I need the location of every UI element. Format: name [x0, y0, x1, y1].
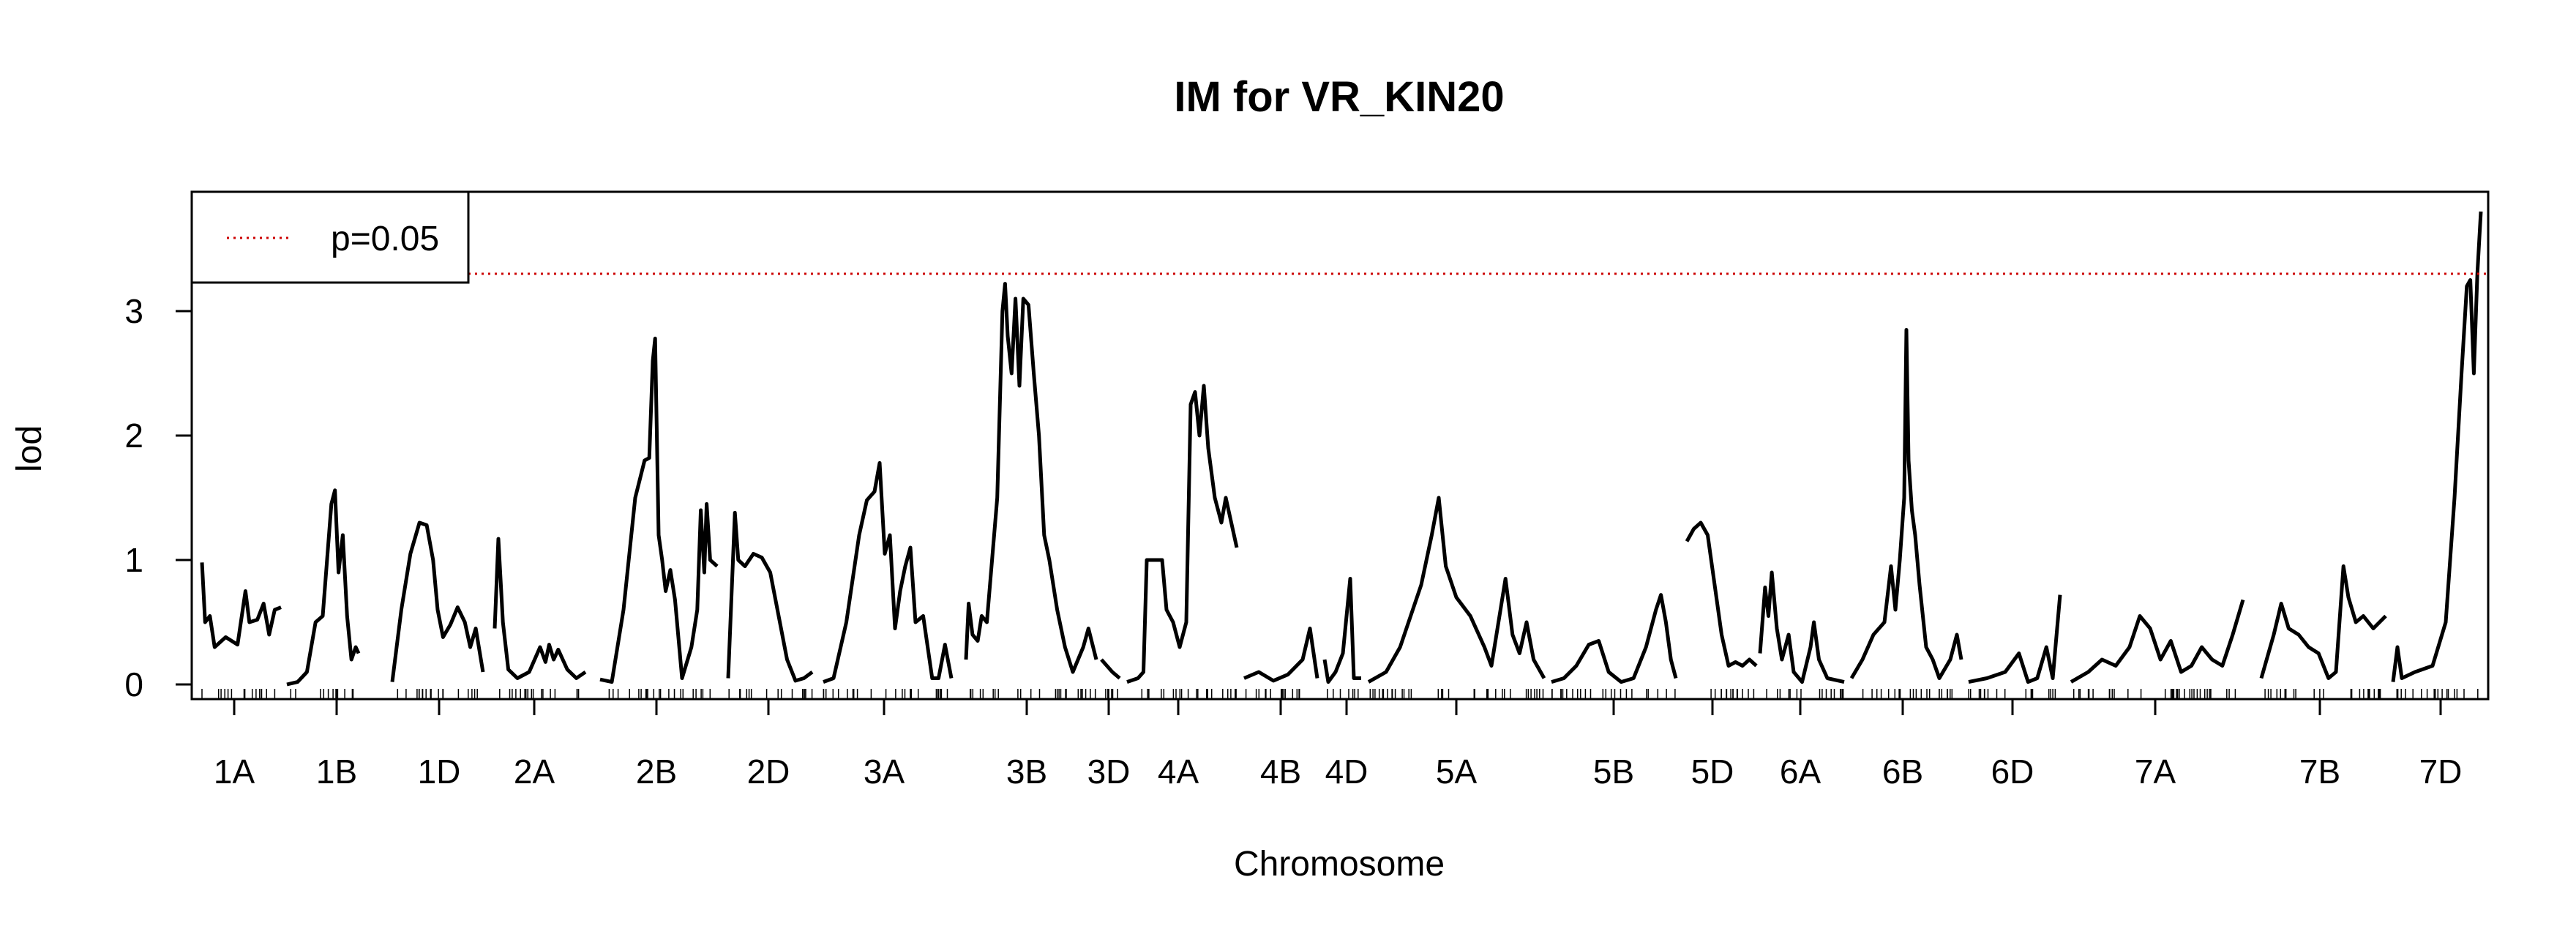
x-tick-label-2d: 2D	[747, 753, 790, 791]
lod-line-3b	[964, 282, 1098, 674]
lod-line-3d	[1100, 658, 1121, 680]
lod-line-7a	[2070, 599, 2245, 684]
x-tick-label-2a: 2A	[514, 753, 555, 791]
x-axis: 1A 1B 1D 2A 2B 2D 3A 3B 3D 4A 4B 4D 5A 5B 5D 6A 6B 6D 7A 7B…	[214, 699, 2463, 791]
y-tick-label: 3	[124, 292, 143, 330]
x-tick-label-4b: 4B	[1260, 753, 1301, 791]
x-tick-label-3d: 3D	[1087, 753, 1131, 791]
x-tick-label-7d: 7D	[2419, 753, 2463, 791]
y-tick-label: 2	[124, 417, 143, 455]
lod-line-2b	[599, 336, 719, 684]
lod-line-6b	[1849, 328, 1963, 680]
x-tick-label-7b: 7B	[2299, 753, 2340, 791]
legend: p=0.05	[190, 190, 470, 284]
lod-line-7b	[2259, 564, 2387, 680]
x-tick-label-5b: 5B	[1593, 753, 1634, 791]
lod-line-2d	[726, 510, 814, 683]
x-tick-label-7a: 7A	[2135, 753, 2176, 791]
lod-line-7d	[2391, 211, 2483, 682]
y-axis: 0 1 2 3	[124, 292, 192, 703]
lod-line-5b	[1551, 593, 1678, 684]
x-tick-label-2b: 2B	[636, 753, 677, 791]
lod-line-5a	[1367, 496, 1546, 684]
x-tick-label-3b: 3B	[1006, 753, 1047, 791]
chart-title: IM for VR_KIN20	[1174, 73, 1504, 121]
x-tick-label-6a: 6A	[1780, 753, 1821, 791]
x-tick-label-4d: 4D	[1325, 753, 1368, 791]
x-tick-label-1a: 1A	[214, 753, 255, 791]
lod-line-5d	[1685, 520, 1758, 668]
lod-line-4b	[1243, 627, 1319, 683]
lod-line-6d	[1968, 594, 2062, 684]
lod-line-1d	[390, 520, 485, 682]
legend-box	[190, 190, 470, 284]
x-tick-label-6b: 6B	[1882, 753, 1923, 791]
lod-line-3a	[823, 460, 954, 684]
marker-rug	[201, 689, 2479, 698]
y-tick-label: 1	[124, 541, 143, 579]
x-tick-label-1d: 1D	[418, 753, 461, 791]
x-tick-label-4a: 4A	[1158, 753, 1199, 791]
y-tick-label: 0	[124, 665, 143, 703]
lod-line-1b	[286, 488, 361, 687]
x-tick-label-6d: 6D	[1991, 753, 2034, 791]
lod-line-6a	[1758, 570, 1845, 684]
lod-series	[200, 211, 2483, 687]
x-tick-label-3a: 3A	[864, 753, 905, 791]
y-axis-label: lod	[10, 425, 49, 472]
x-tick-label-1b: 1B	[316, 753, 357, 791]
x-tick-label-5a: 5A	[1436, 753, 1478, 791]
x-tick-label-5d: 5D	[1691, 753, 1734, 791]
plot-frame	[190, 190, 2490, 701]
lod-line-2a	[493, 537, 587, 680]
x-axis-label: Chromosome	[1234, 845, 1445, 884]
lod-line-4a	[1126, 384, 1239, 684]
legend-entry-label: p=0.05	[331, 220, 439, 258]
lod-line-4d	[1322, 577, 1361, 684]
lod-line-1a	[200, 562, 282, 649]
marker-rug-ticks	[201, 689, 2479, 698]
